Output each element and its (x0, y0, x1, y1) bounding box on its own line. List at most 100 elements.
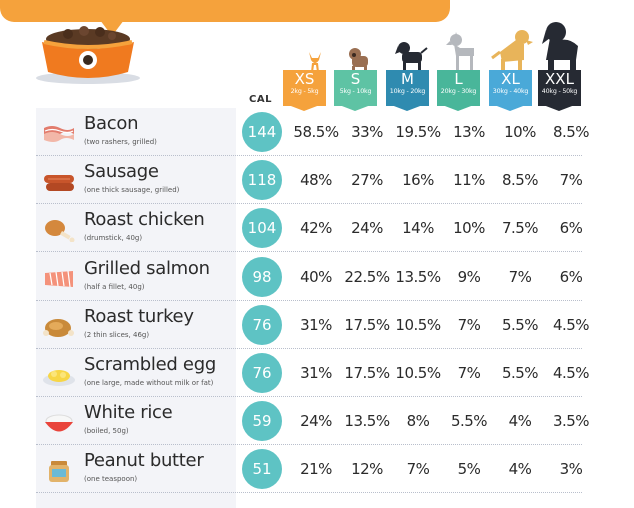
size-l-flag (437, 103, 479, 111)
size-s-header: S 5kg - 10kg (334, 70, 377, 106)
food-portion: (one teaspoon) (84, 475, 138, 483)
calorie-badge: 98 (242, 257, 282, 297)
food-portion: (one thick sausage, grilled) (84, 186, 180, 194)
black-dog-icon (395, 42, 428, 72)
size-label: M (401, 70, 414, 88)
row-divider (36, 444, 582, 445)
table-row: Grilled salmon (half a fillet, 40g) 98 40% 2… (36, 255, 583, 303)
row-divider (36, 251, 582, 252)
percent-cell-xl: 10% (504, 123, 536, 141)
food-name: Bacon (84, 113, 139, 134)
calories-column-header: CAL (249, 94, 272, 105)
percent-cell-xs: 40% (300, 268, 332, 286)
food-portion: (one large, made without milk or fat) (84, 379, 214, 387)
row-divider (36, 396, 582, 397)
food-name: Scrambled egg (84, 354, 216, 375)
size-label: XL (501, 70, 520, 88)
percent-cell-s: 24% (351, 219, 383, 237)
row-divider (36, 300, 582, 301)
percent-cell-xs: 42% (300, 219, 332, 237)
percent-cell-m: 14% (402, 219, 434, 237)
table-row: Roast turkey (2 thin slices, 46g) 76 31% 17.… (36, 303, 590, 351)
size-xs-header: XS 2kg - 5kg (283, 70, 326, 106)
table-row: Peanut butter (one teaspoon) 51 21% 12% 7% 5% 4… (36, 447, 583, 495)
size-xs-flag (283, 103, 325, 111)
large-black-dog-icon (542, 22, 578, 72)
percent-cell-xl: 7.5% (501, 219, 539, 237)
calorie-badge: 76 (242, 353, 282, 393)
percent-cell-xs: 21% (300, 460, 332, 478)
percent-cell-s: 27% (351, 171, 383, 189)
calorie-badge: 76 (242, 305, 282, 345)
size-xl-flag (489, 103, 531, 111)
size-range: 30kg - 40kg (492, 88, 529, 95)
percent-cell-l: 7% (457, 364, 481, 382)
size-xxl-header: XXL 40kg - 50kg (538, 70, 581, 106)
food-name: White rice (84, 402, 173, 423)
peanut-butter-jar-icon (42, 459, 76, 483)
row-divider (36, 155, 582, 156)
dog-food-bowl-icon (36, 26, 140, 84)
food-portion: (two rashers, grilled) (84, 138, 157, 146)
size-range: 20kg - 30kg (440, 88, 477, 95)
percent-cell-l: 9% (457, 268, 481, 286)
size-range: 40kg - 50kg (541, 88, 578, 95)
percent-cell-l: 11% (453, 171, 485, 189)
rice-bowl-icon (42, 411, 76, 435)
percent-cell-xxl: 6% (559, 219, 583, 237)
percent-cell-s: 33% (351, 123, 383, 141)
size-label: XXL (545, 70, 574, 88)
percent-cell-xl: 8.5% (501, 171, 539, 189)
percent-cell-s: 17.5% (344, 364, 390, 382)
calorie-badge: 51 (242, 449, 282, 489)
percent-cell-m: 16% (402, 171, 434, 189)
percent-cell-m: 7% (406, 460, 430, 478)
calorie-badge: 59 (242, 401, 282, 441)
percent-cell-l: 5.5% (450, 412, 488, 430)
percent-cell-xl: 5.5% (501, 316, 539, 334)
chicken-drumstick-icon (42, 218, 76, 243)
size-range: 5kg - 10kg (339, 88, 372, 95)
percent-cell-xl: 4% (508, 460, 532, 478)
percent-cell-m: 13.5% (395, 268, 441, 286)
percent-cell-xl: 4% (508, 412, 532, 430)
size-xxl-flag (538, 103, 580, 111)
percent-cell-l: 13% (453, 123, 485, 141)
size-range: 10kg - 20kg (389, 88, 426, 95)
percent-cell-xxl: 6% (559, 268, 583, 286)
size-s-flag (334, 103, 376, 111)
percent-cell-xs: 48% (300, 171, 332, 189)
size-label: L (454, 70, 463, 88)
gray-dog-icon (446, 32, 474, 72)
turkey-icon (42, 315, 76, 339)
percent-cell-xxl: 4.5% (552, 316, 590, 334)
food-portion: (boiled, 50g) (84, 427, 129, 435)
percent-cell-s: 22.5% (344, 268, 390, 286)
table-row: White rice (boiled, 50g) 59 24% 13.5% 8% 5.5% 4… (36, 399, 590, 447)
percent-cell-xs: 58.5% (293, 123, 339, 141)
food-name: Roast chicken (84, 209, 205, 230)
size-xl-header: XL 30kg - 40kg (489, 70, 532, 106)
percent-cell-s: 17.5% (344, 316, 390, 334)
percent-cell-xxl: 7% (559, 171, 583, 189)
food-portion: (half a fillet, 40g) (84, 283, 145, 291)
row-divider (36, 348, 582, 349)
food-name: Roast turkey (84, 306, 194, 327)
food-portion: (drumstick, 40g) (84, 234, 143, 242)
percent-cell-xs: 31% (300, 316, 332, 334)
calorie-badge: 104 (242, 208, 282, 248)
table-row: Scrambled egg (one large, made without mi… (36, 351, 590, 399)
percent-cell-xs: 24% (300, 412, 332, 430)
size-range: 2kg - 5kg (290, 88, 319, 95)
sausage-icon (42, 170, 76, 194)
percent-cell-xxl: 4.5% (552, 364, 590, 382)
percent-cell-l: 5% (457, 460, 481, 478)
size-label: S (350, 70, 361, 88)
percent-cell-xl: 5.5% (501, 364, 539, 382)
scrambled-egg-icon (42, 363, 76, 387)
chihuahua-icon (309, 52, 321, 72)
percent-cell-xxl: 8.5% (552, 123, 590, 141)
percent-cell-xxl: 3.5% (552, 412, 590, 430)
percent-cell-m: 10.5% (395, 316, 441, 334)
calorie-badge: 118 (242, 160, 282, 200)
